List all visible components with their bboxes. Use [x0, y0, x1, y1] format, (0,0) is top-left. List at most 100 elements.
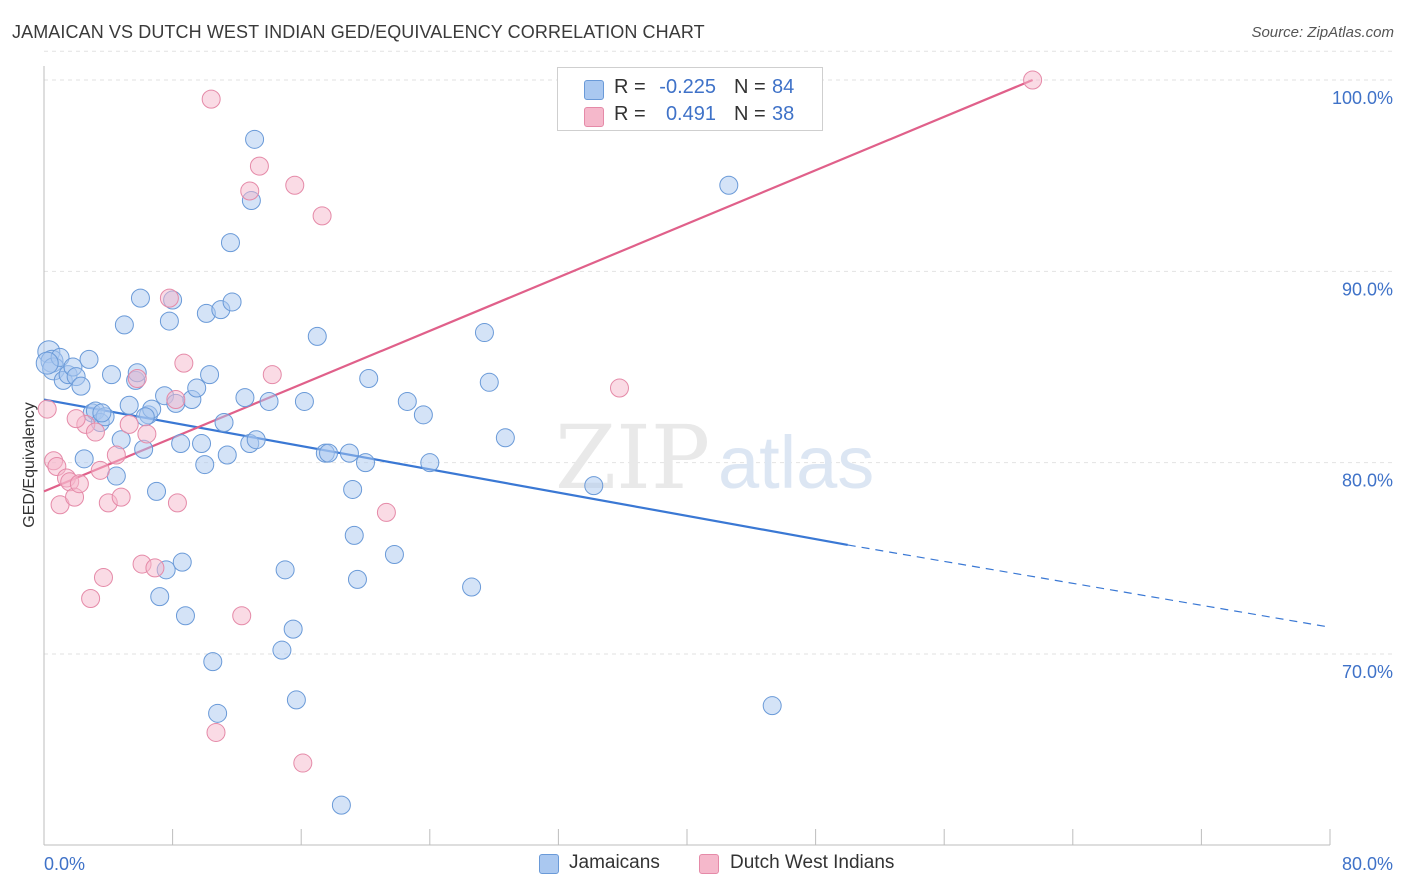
watermark: ZIP atlas: [555, 406, 874, 509]
point-dutch-west-indians: [106, 445, 126, 465]
point-jamaicans: [119, 395, 139, 415]
legend-swatch-pink: [584, 107, 604, 127]
point-jamaicans: [92, 403, 112, 423]
x-tick-label: 0.0%: [44, 854, 85, 874]
point-jamaicans: [135, 407, 155, 427]
trend-line-dutch-west-indians: [43, 78, 1034, 493]
point-jamaicans: [106, 466, 126, 486]
point-jamaicans: [307, 326, 327, 346]
point-jamaicans: [359, 368, 379, 388]
point-jamaicans: [762, 696, 782, 716]
point-jamaicans: [150, 587, 170, 607]
point-jamaicans: [172, 552, 192, 572]
point-jamaicans: [343, 479, 363, 499]
point-jamaicans: [384, 545, 404, 565]
point-dutch-west-indians: [249, 156, 269, 176]
y-tick-label: 90.0%: [1342, 279, 1393, 299]
trend-extension-jamaicans: [847, 544, 1331, 628]
legend-r-label: R =: [614, 76, 646, 98]
series-label-jamaicans: Jamaicans: [569, 852, 660, 873]
legend-n-label: N =: [734, 103, 766, 125]
point-jamaicans: [130, 288, 150, 308]
correlation-legend: R = -0.225 N = 84 R = 0.491 N = 38: [557, 67, 823, 131]
point-dutch-west-indians: [119, 414, 139, 434]
point-dutch-west-indians: [376, 502, 396, 522]
trend-lines: [43, 78, 1331, 628]
point-jamaicans: [719, 175, 739, 195]
point-jamaicans: [275, 560, 295, 580]
point-jamaicans: [283, 619, 303, 639]
point-jamaicans: [134, 439, 154, 459]
series-swatch-jamaicans: [539, 854, 559, 874]
point-dutch-west-indians: [174, 353, 194, 373]
point-jamaicans: [413, 405, 433, 425]
point-jamaicans: [319, 443, 339, 463]
point-jamaicans: [397, 391, 417, 411]
point-dutch-west-indians: [166, 390, 186, 410]
point-jamaicans: [294, 391, 314, 411]
point-jamaicans: [147, 481, 167, 501]
point-dutch-west-indians: [159, 288, 179, 308]
point-jamaicans: [272, 640, 292, 660]
y-tick-label: 100.0%: [1332, 88, 1393, 108]
point-jamaicans: [187, 378, 207, 398]
watermark-atlas: atlas: [718, 421, 874, 504]
legend-r-value: 0.491: [665, 103, 716, 125]
point-jamaicans: [479, 372, 499, 392]
point-dutch-west-indians: [111, 487, 131, 507]
point-dutch-west-indians: [93, 567, 113, 587]
point-jamaicans: [114, 315, 134, 335]
point-jamaicans: [495, 428, 515, 448]
point-jamaicans: [344, 525, 364, 545]
point-jamaicans: [195, 455, 215, 475]
point-jamaicans: [356, 453, 375, 473]
chart-title: JAMAICAN VS DUTCH WEST INDIAN GED/EQUIVA…: [12, 22, 705, 42]
point-jamaicans: [245, 129, 265, 149]
watermark-zip: ZIP: [555, 406, 710, 509]
point-jamaicans: [584, 476, 604, 496]
legend-r-label: R =: [614, 103, 646, 125]
point-jamaicans: [347, 569, 367, 589]
legend-n-value: 84: [772, 76, 795, 98]
point-dutch-west-indians: [69, 474, 89, 494]
x-tick-label: 80.0%: [1342, 854, 1393, 874]
point-jamaicans: [74, 449, 94, 469]
legend-n-label: N =: [734, 76, 766, 98]
point-dutch-west-indians: [240, 181, 260, 201]
point-dutch-west-indians: [312, 206, 332, 226]
point-jamaicans: [246, 430, 266, 450]
point-jamaicans: [175, 606, 195, 626]
series-label-dutch-west-indians: Dutch West Indians: [730, 852, 895, 873]
point-jamaicans: [222, 292, 242, 312]
source-label: Source: ZipAtlas.com: [1251, 24, 1394, 41]
point-dutch-west-indians: [127, 368, 147, 388]
point-jamaicans: [259, 391, 279, 411]
point-jamaicans: [208, 703, 228, 723]
point-dutch-west-indians: [137, 424, 157, 444]
point-dutch-west-indians: [262, 365, 282, 385]
trend-line-jamaicans: [43, 398, 848, 547]
point-jamaicans: [462, 577, 482, 597]
y-tick-label: 80.0%: [1342, 471, 1393, 491]
point-dutch-west-indians: [232, 606, 252, 626]
legend-n-value: 38: [772, 103, 795, 125]
legend-row-dutch-west-indians: R = 0.491 N = 38: [558, 103, 822, 129]
point-jamaicans: [35, 351, 59, 375]
y-tick-label: 70.0%: [1342, 662, 1393, 682]
point-jamaicans: [474, 323, 494, 343]
data-points: [35, 70, 1043, 815]
series-legend: Jamaicans Dutch West Indians: [0, 852, 1406, 878]
point-jamaicans: [102, 365, 122, 385]
point-jamaicans: [331, 795, 351, 815]
point-jamaicans: [286, 690, 306, 710]
point-jamaicans: [235, 388, 255, 408]
point-jamaicans: [192, 434, 212, 454]
point-jamaicans: [420, 453, 440, 473]
legend-r-value: -0.225: [659, 76, 716, 98]
point-dutch-west-indians: [1023, 70, 1043, 90]
point-dutch-west-indians: [90, 460, 110, 480]
tick-labels: 70.0% 80.0% 90.0% 100.0% 0.0% 80.0%: [44, 88, 1393, 874]
point-dutch-west-indians: [66, 409, 86, 429]
point-jamaicans: [214, 412, 234, 432]
point-jamaicans: [159, 311, 179, 331]
